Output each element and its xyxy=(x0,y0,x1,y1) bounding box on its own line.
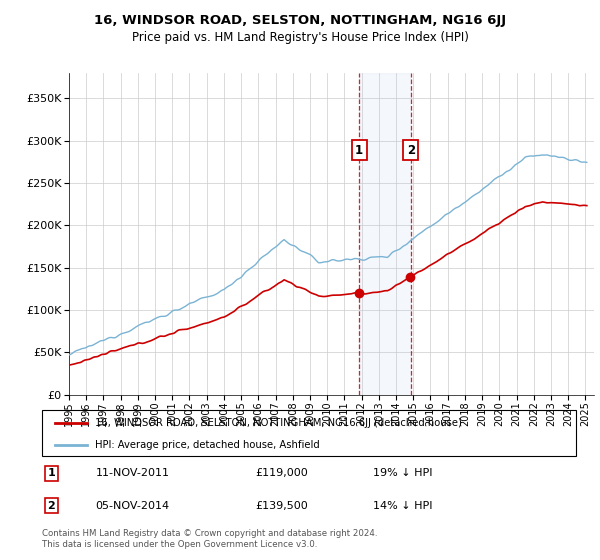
Text: £139,500: £139,500 xyxy=(256,501,308,511)
Text: 2: 2 xyxy=(407,143,415,157)
Text: 1: 1 xyxy=(355,143,363,157)
Text: 16, WINDSOR ROAD, SELSTON, NOTTINGHAM, NG16 6JJ (detached house): 16, WINDSOR ROAD, SELSTON, NOTTINGHAM, N… xyxy=(95,418,462,428)
Text: 14% ↓ HPI: 14% ↓ HPI xyxy=(373,501,433,511)
Text: 16, WINDSOR ROAD, SELSTON, NOTTINGHAM, NG16 6JJ: 16, WINDSOR ROAD, SELSTON, NOTTINGHAM, N… xyxy=(94,14,506,27)
Text: 1: 1 xyxy=(47,468,55,478)
Text: 05-NOV-2014: 05-NOV-2014 xyxy=(95,501,170,511)
Text: 19% ↓ HPI: 19% ↓ HPI xyxy=(373,468,433,478)
Text: 11-NOV-2011: 11-NOV-2011 xyxy=(95,468,169,478)
Text: HPI: Average price, detached house, Ashfield: HPI: Average price, detached house, Ashf… xyxy=(95,440,320,450)
Text: Contains HM Land Registry data © Crown copyright and database right 2024.
This d: Contains HM Land Registry data © Crown c… xyxy=(42,529,377,549)
Bar xyxy=(359,73,411,395)
Text: £119,000: £119,000 xyxy=(256,468,308,478)
Text: Price paid vs. HM Land Registry's House Price Index (HPI): Price paid vs. HM Land Registry's House … xyxy=(131,31,469,44)
Text: 2: 2 xyxy=(47,501,55,511)
